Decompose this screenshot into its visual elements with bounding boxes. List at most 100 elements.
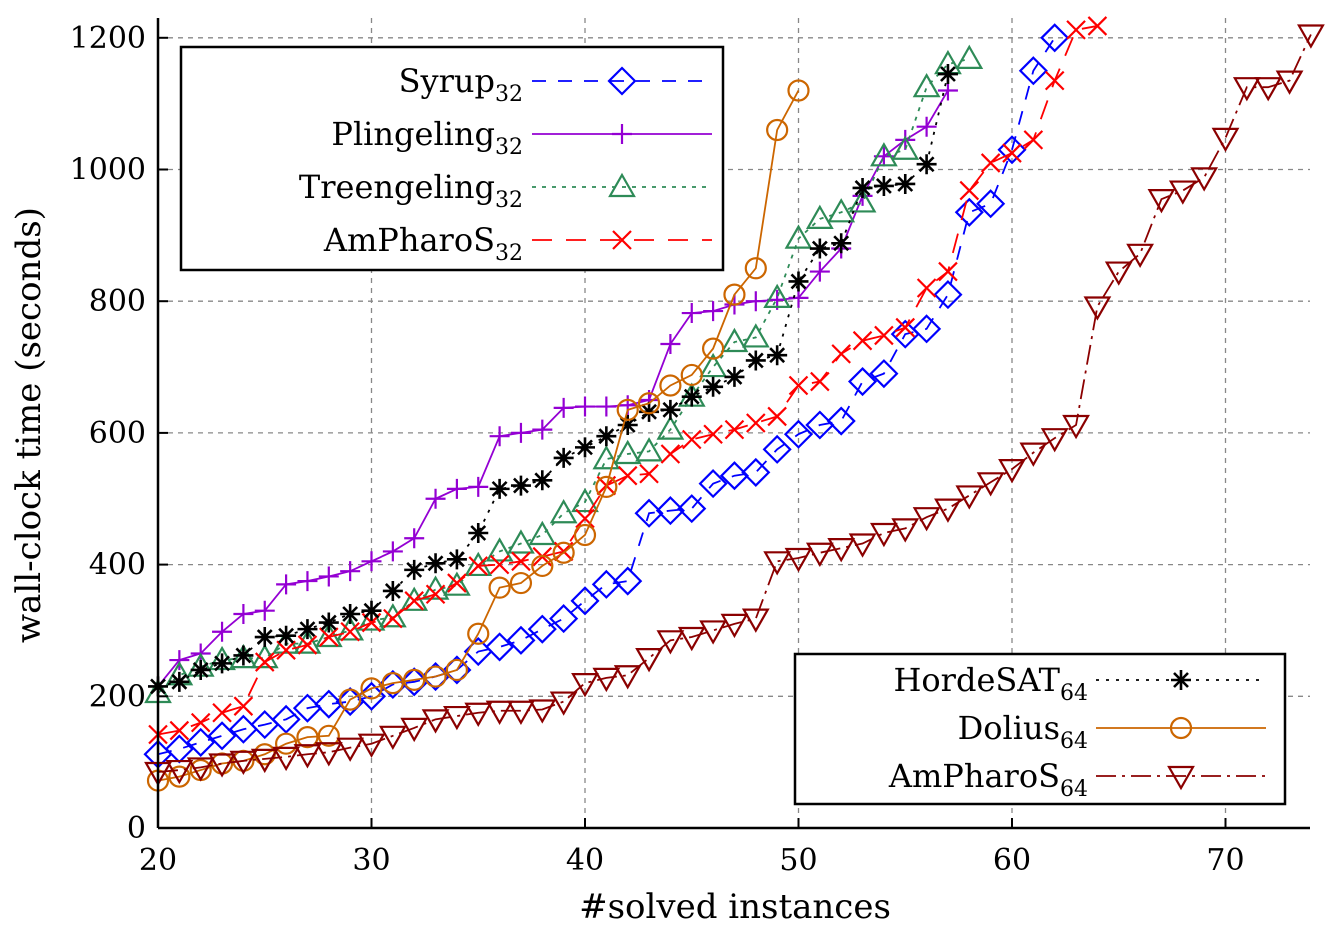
data-point — [336, 616, 365, 641]
data-point — [809, 261, 830, 282]
data-point — [763, 283, 792, 309]
data-point — [955, 44, 984, 69]
x-tick-label: 60 — [993, 843, 1031, 878]
legend-marker — [612, 230, 632, 250]
data-point — [955, 485, 984, 510]
data-point — [340, 621, 360, 642]
data-point — [488, 576, 511, 599]
x-tick-label: 20 — [139, 843, 177, 878]
data-point — [660, 399, 681, 420]
data-point — [655, 496, 685, 526]
data-point — [724, 419, 745, 440]
data-point — [403, 668, 426, 691]
data-point — [190, 712, 211, 733]
data-point — [549, 691, 578, 716]
data-point — [254, 627, 275, 648]
legend-top-left: Syrup32 Plingeling32 Treengeling32 AmPharoS… — [179, 45, 725, 272]
data-point — [741, 457, 771, 487]
data-point — [468, 476, 489, 497]
data-point — [810, 371, 830, 392]
data-point — [527, 614, 557, 644]
data-point — [681, 429, 702, 450]
data-point — [788, 271, 809, 292]
x-tick-label: 40 — [566, 843, 604, 878]
legend-marker — [1167, 765, 1195, 791]
data-point — [447, 573, 467, 593]
data-point — [507, 529, 535, 554]
data-point — [446, 478, 467, 499]
data-point — [382, 580, 403, 601]
data-point — [507, 700, 535, 726]
data-point — [571, 487, 599, 513]
data-point — [848, 188, 877, 213]
data-point — [424, 665, 447, 688]
data-point — [233, 696, 254, 716]
data-point — [186, 757, 215, 782]
data-point — [831, 344, 851, 364]
data-point — [703, 376, 724, 397]
data-point — [489, 554, 510, 575]
data-point — [912, 72, 941, 98]
y-tick-label: 600 — [89, 416, 146, 451]
data-point — [762, 434, 792, 464]
data-point — [485, 700, 514, 726]
data-point — [720, 327, 749, 353]
data-point — [552, 541, 575, 564]
data-point — [613, 665, 642, 690]
data-point — [297, 571, 318, 592]
data-point — [592, 445, 621, 470]
data-point — [895, 173, 916, 194]
x-tick-label: 50 — [779, 843, 817, 878]
data-point — [613, 566, 643, 596]
data-point — [596, 426, 617, 447]
data-point — [1275, 70, 1304, 95]
data-point — [916, 278, 937, 298]
data-point — [549, 604, 579, 634]
data-point — [357, 606, 386, 631]
data-point — [660, 444, 681, 464]
data-point — [468, 556, 489, 576]
data-point — [998, 459, 1026, 484]
data-point — [443, 705, 471, 731]
data-point — [703, 424, 723, 444]
y-tick-label: 1200 — [70, 21, 146, 56]
data-point — [805, 542, 834, 567]
data-point — [744, 257, 767, 280]
data-point — [767, 406, 787, 427]
data-point — [787, 79, 810, 102]
data-point — [1297, 24, 1325, 49]
data-point — [339, 688, 362, 711]
data-point — [421, 709, 450, 734]
data-point — [976, 472, 1005, 497]
data-point — [976, 189, 1006, 219]
data-point — [254, 600, 275, 621]
data-point — [233, 603, 254, 624]
data-point — [870, 142, 898, 167]
data-point — [400, 717, 429, 743]
data-point — [464, 702, 493, 727]
data-point — [208, 753, 236, 778]
data-point — [296, 726, 319, 749]
legend-label: AmPharoS32 — [323, 221, 523, 266]
data-point — [571, 673, 599, 698]
data-point — [701, 337, 725, 360]
data-point — [404, 528, 425, 549]
data-point — [1002, 143, 1022, 163]
data-point — [980, 153, 1001, 173]
data-point — [745, 350, 766, 371]
data-point — [681, 303, 702, 324]
data-point — [553, 397, 574, 418]
data-point — [1126, 243, 1154, 269]
y-tick-label: 200 — [89, 679, 146, 714]
data-point — [340, 561, 361, 582]
data-point — [575, 508, 595, 529]
series-layer — [143, 16, 1325, 792]
data-point — [485, 632, 515, 662]
data-point — [212, 702, 232, 723]
x-tick-label: 70 — [1206, 843, 1244, 878]
data-point — [378, 725, 407, 751]
data-point — [1023, 130, 1044, 150]
data-point — [468, 522, 489, 543]
y-tick-label: 800 — [89, 284, 146, 319]
